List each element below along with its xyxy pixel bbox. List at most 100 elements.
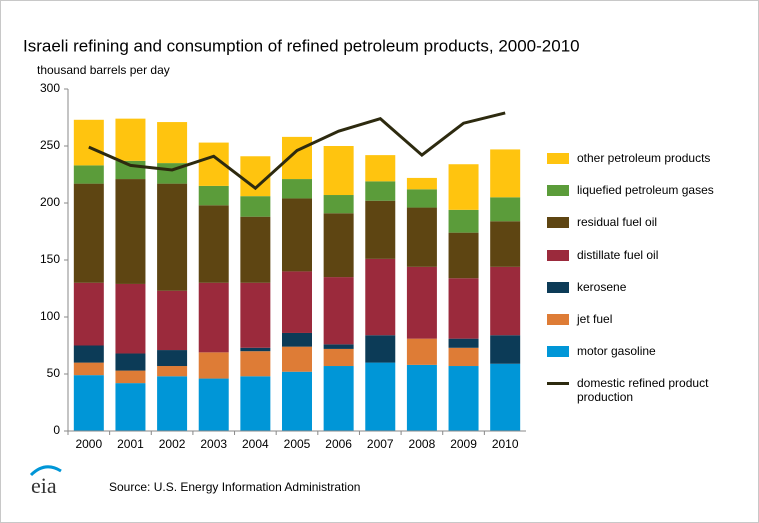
chart-title: Israeli refining and consumption of refi… <box>23 36 580 55</box>
y-tick-label: 100 <box>40 309 60 323</box>
y-tick-label: 250 <box>40 138 60 152</box>
bar-segment <box>282 346 312 372</box>
bar-segment <box>365 258 396 336</box>
legend-label: domestic refined product production <box>577 376 709 405</box>
bar-segment <box>365 155 396 182</box>
bar-segment <box>198 205 229 283</box>
bar-segment <box>240 282 271 348</box>
bar-segment <box>282 136 312 180</box>
legend-swatch <box>547 346 569 358</box>
bar-segment <box>406 207 437 267</box>
x-tick-label: 2007 <box>367 437 394 451</box>
x-tick-label: 2005 <box>284 437 311 451</box>
bar-segment <box>323 195 354 214</box>
legend-swatch <box>547 382 569 386</box>
bar-segment <box>448 232 479 279</box>
subtitle: thousand barrels per day <box>37 63 170 77</box>
bar-segment <box>115 383 146 431</box>
legend-swatch <box>547 249 569 261</box>
x-tick-label: 2002 <box>159 437 186 451</box>
legend-swatch <box>547 153 569 164</box>
x-tick-label: 2008 <box>409 437 436 451</box>
bar-segment <box>323 277 354 345</box>
bar-segment <box>448 347 479 367</box>
bar-segment <box>115 370 146 384</box>
legend-swatch <box>547 314 569 325</box>
bar-segment <box>198 282 229 353</box>
y-tick-label: 0 <box>53 423 60 437</box>
bar-segment <box>365 181 396 201</box>
bar-segment <box>157 183 188 291</box>
bar-segment <box>406 364 437 431</box>
bar-segment <box>115 179 146 284</box>
logo-swoosh <box>29 465 62 477</box>
bar-segment <box>198 352 229 379</box>
bar-segment <box>490 266 521 336</box>
bar-segment <box>490 221 521 267</box>
legend-item: residual fuel oil <box>547 215 727 229</box>
legend-label: distillate fuel oil <box>577 247 659 262</box>
legend-item: motor gasoline <box>547 344 727 359</box>
bar-segment <box>240 196 271 217</box>
legend-swatch <box>547 185 569 197</box>
bar-segment <box>115 160 146 180</box>
bar-segment <box>282 371 312 431</box>
bar-segment <box>448 338 479 348</box>
logo: eia <box>31 473 57 498</box>
bar-segment <box>406 189 437 208</box>
bar-segment <box>365 335 396 363</box>
legend-label: liquefied petroleum gases <box>577 183 714 198</box>
x-tick-label: 2003 <box>200 437 227 451</box>
bar-segment <box>157 366 188 377</box>
bar-segment <box>240 156 271 197</box>
x-tick-label: 2006 <box>325 437 352 451</box>
bar-segment <box>448 278 479 339</box>
bar-segment <box>73 362 104 376</box>
bar-segment <box>73 165 104 184</box>
bar-segment <box>240 216 271 283</box>
x-tick-label: 2004 <box>242 437 269 451</box>
bar-segment <box>115 118 146 161</box>
source: Source: U.S. Energy Information Administ… <box>109 480 360 494</box>
bar-segment <box>73 375 104 431</box>
bar-segment <box>323 366 354 431</box>
x-tick-label: 2001 <box>117 437 144 451</box>
bar-segment <box>490 197 521 222</box>
bar-segment <box>73 345 104 363</box>
legend-swatch <box>547 217 569 229</box>
bar-segment <box>448 164 479 210</box>
x-tick-label: 2009 <box>450 437 477 451</box>
legend-label: other petroleum products <box>577 151 711 165</box>
bar-segment <box>198 378 229 431</box>
legend-item: other petroleum products <box>547 151 727 165</box>
bar-segment <box>115 283 146 354</box>
bar-segment <box>282 332 312 347</box>
legend-label: motor gasoline <box>577 344 656 359</box>
legend-item: liquefied petroleum gases <box>547 183 727 198</box>
bar-segment <box>323 146 354 196</box>
legend-label: jet fuel <box>577 312 613 326</box>
bar-segment <box>240 376 271 431</box>
bar-segment <box>157 376 188 431</box>
bar-segment <box>282 179 312 199</box>
bar-segment <box>365 362 396 431</box>
bar-segment <box>406 338 437 365</box>
legend-label: kerosene <box>577 279 627 294</box>
bar-segment <box>282 198 312 272</box>
line <box>88 111 506 191</box>
bar-segment <box>157 350 188 367</box>
legend-item: domestic refined product production <box>547 376 727 405</box>
y-tick-label: 50 <box>47 366 61 380</box>
bar-segment <box>282 271 312 333</box>
bar-segment <box>448 209 479 233</box>
bar-segment <box>240 351 271 377</box>
bar-segment <box>365 200 396 259</box>
bar-segment <box>323 344 354 349</box>
legend-item: kerosene <box>547 279 727 294</box>
bar-segment <box>240 347 271 352</box>
legend-item: jet fuel <box>547 312 727 326</box>
legend-swatch <box>547 281 569 293</box>
y-tick-label: 200 <box>40 195 60 209</box>
